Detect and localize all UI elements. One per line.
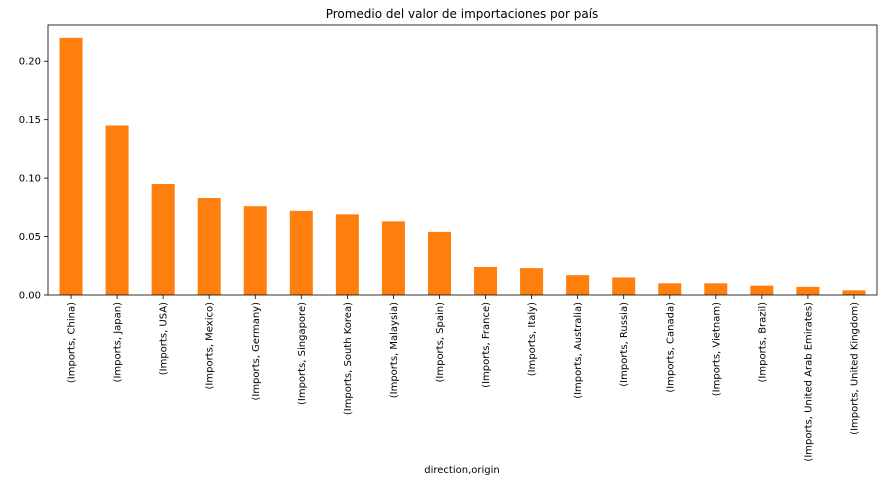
y-tick-label: 0.15 xyxy=(19,115,41,126)
x-tick-label: (Imports, Germany) xyxy=(251,302,262,401)
x-tick-label: (Imports, China) xyxy=(67,302,78,383)
bar xyxy=(474,266,498,295)
x-tick-label: (Imports, USA) xyxy=(159,302,170,375)
bar xyxy=(612,277,636,295)
bar xyxy=(197,197,221,295)
bar xyxy=(289,210,313,295)
x-tick-label: (Imports, Mexico) xyxy=(205,302,216,390)
bar xyxy=(842,290,866,295)
bars-group xyxy=(59,37,866,296)
x-axis: (Imports, China) (Imports, Japan) (Imports… xyxy=(67,295,860,462)
y-axis: 0.00 0.05 0.10 0.15 0.20 xyxy=(19,57,48,302)
y-tick-label: 0.05 xyxy=(19,232,41,243)
bar xyxy=(427,231,451,295)
bar xyxy=(796,286,820,295)
bar xyxy=(59,37,83,296)
bar xyxy=(566,275,590,295)
bar xyxy=(151,183,175,295)
bar xyxy=(335,214,359,295)
bar xyxy=(381,221,405,295)
x-tick-label: (Imports, Brazil) xyxy=(757,302,768,383)
chart-title: Promedio del valor de importaciones por … xyxy=(326,7,599,21)
x-tick-label: (Imports, United Kingdom) xyxy=(849,302,860,435)
x-axis-label: direction,origin xyxy=(424,465,499,476)
x-tick-label: (Imports, Vietnam) xyxy=(711,302,722,396)
x-tick-label: (Imports, Italy) xyxy=(527,302,538,376)
bar xyxy=(105,125,129,296)
x-tick-label: (Imports, Malaysia) xyxy=(389,302,400,398)
y-tick-label: 0.10 xyxy=(19,174,41,185)
x-tick-label: (Imports, Russia) xyxy=(619,302,630,387)
bar xyxy=(750,285,774,295)
bar xyxy=(704,283,728,295)
x-tick-label: (Imports, Spain) xyxy=(435,302,446,383)
x-tick-label: (Imports, France) xyxy=(481,302,492,388)
x-tick-label: (Imports, Canada) xyxy=(665,302,676,393)
bar xyxy=(520,268,544,295)
bar xyxy=(243,206,267,295)
y-tick-label: 0.00 xyxy=(19,291,41,302)
y-tick-label: 0.20 xyxy=(19,57,41,68)
x-tick-label: (Imports, United Arab Emirates) xyxy=(803,302,814,462)
x-tick-label: (Imports, South Korea) xyxy=(343,302,354,415)
plot-frame xyxy=(47,24,878,296)
x-tick-label: (Imports, Singapore) xyxy=(297,302,308,405)
bar xyxy=(658,283,682,295)
x-tick-label: (Imports, Australia) xyxy=(573,302,584,399)
plot-border xyxy=(47,24,878,296)
x-tick-label: (Imports, Japan) xyxy=(113,302,124,383)
